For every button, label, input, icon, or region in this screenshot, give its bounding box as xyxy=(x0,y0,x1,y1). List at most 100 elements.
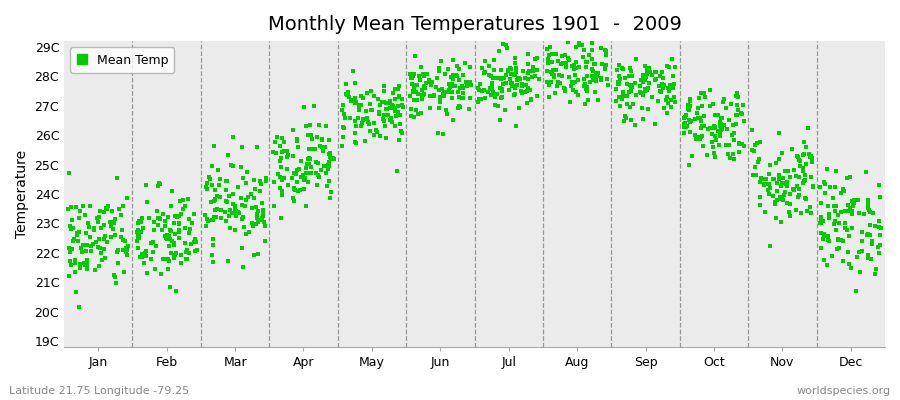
Point xyxy=(804,174,818,180)
Point xyxy=(91,218,105,225)
Point xyxy=(418,73,432,80)
Point xyxy=(360,89,374,96)
Point xyxy=(187,236,202,242)
Point xyxy=(392,83,406,89)
Point xyxy=(163,284,177,290)
Point xyxy=(568,72,582,78)
Point xyxy=(776,196,790,203)
Point xyxy=(526,64,540,70)
Point xyxy=(776,174,790,181)
Point xyxy=(309,170,323,176)
Point xyxy=(112,206,126,212)
Point xyxy=(847,200,861,206)
Point xyxy=(814,245,828,252)
Point xyxy=(495,86,509,92)
Point xyxy=(135,254,149,261)
Point xyxy=(737,143,751,150)
Point xyxy=(588,61,602,68)
Point xyxy=(579,64,593,70)
Point xyxy=(245,205,259,212)
Point xyxy=(63,222,77,229)
Point xyxy=(228,203,242,210)
Point xyxy=(321,162,336,169)
Point xyxy=(413,64,428,70)
Point xyxy=(304,164,319,170)
Point xyxy=(87,226,102,233)
Point xyxy=(149,208,164,214)
Point xyxy=(144,240,158,247)
Point xyxy=(317,162,331,169)
Point xyxy=(161,257,176,264)
Point xyxy=(814,219,828,226)
Point xyxy=(662,86,676,92)
Point xyxy=(555,60,570,66)
Point xyxy=(529,93,544,99)
Point xyxy=(622,88,636,95)
Point xyxy=(266,148,280,155)
Point xyxy=(322,137,337,144)
Point xyxy=(825,253,840,259)
Point xyxy=(325,154,339,161)
Point xyxy=(761,170,776,177)
Point xyxy=(181,229,195,236)
Point xyxy=(443,81,457,88)
Point xyxy=(445,81,459,87)
Point xyxy=(97,222,112,228)
Point xyxy=(642,65,656,71)
Point xyxy=(318,143,332,150)
Point xyxy=(342,115,356,121)
Point xyxy=(488,92,502,98)
Point xyxy=(101,203,115,210)
Point xyxy=(231,209,246,215)
Point xyxy=(617,93,632,100)
Point xyxy=(707,154,722,160)
Point xyxy=(411,111,426,117)
Point xyxy=(296,172,310,178)
Point xyxy=(292,166,306,172)
Point xyxy=(172,212,186,219)
Point xyxy=(436,130,450,137)
Point xyxy=(142,215,157,222)
Point xyxy=(488,102,502,108)
Point xyxy=(707,122,722,129)
Point xyxy=(617,74,632,81)
Point xyxy=(337,125,351,131)
Point xyxy=(166,254,181,260)
Point xyxy=(821,232,835,239)
Point xyxy=(256,207,270,213)
Point xyxy=(166,240,181,246)
Point xyxy=(81,220,95,226)
Point xyxy=(757,182,771,188)
Point xyxy=(624,82,638,89)
Point xyxy=(394,102,409,108)
Point xyxy=(633,83,647,89)
Point xyxy=(373,102,387,108)
Point xyxy=(436,91,450,97)
Point xyxy=(147,219,161,226)
Point xyxy=(770,188,784,194)
Point xyxy=(851,197,866,204)
Point xyxy=(566,80,580,86)
Point xyxy=(377,111,392,118)
Point xyxy=(679,120,693,126)
Point xyxy=(121,243,135,250)
Point xyxy=(423,79,437,85)
Point xyxy=(770,160,784,166)
Point xyxy=(436,93,451,100)
Point xyxy=(676,129,690,136)
Point xyxy=(657,104,671,111)
Point xyxy=(798,161,813,168)
Point xyxy=(169,288,184,294)
Point xyxy=(561,39,575,45)
Point xyxy=(433,99,447,105)
Point xyxy=(393,128,408,134)
Point xyxy=(372,110,386,117)
Point xyxy=(249,221,264,227)
Point xyxy=(757,176,771,182)
Point xyxy=(250,251,265,258)
Point xyxy=(648,68,662,75)
Point xyxy=(440,66,454,72)
Point xyxy=(204,199,219,206)
Point xyxy=(527,56,542,63)
Point xyxy=(637,76,652,83)
